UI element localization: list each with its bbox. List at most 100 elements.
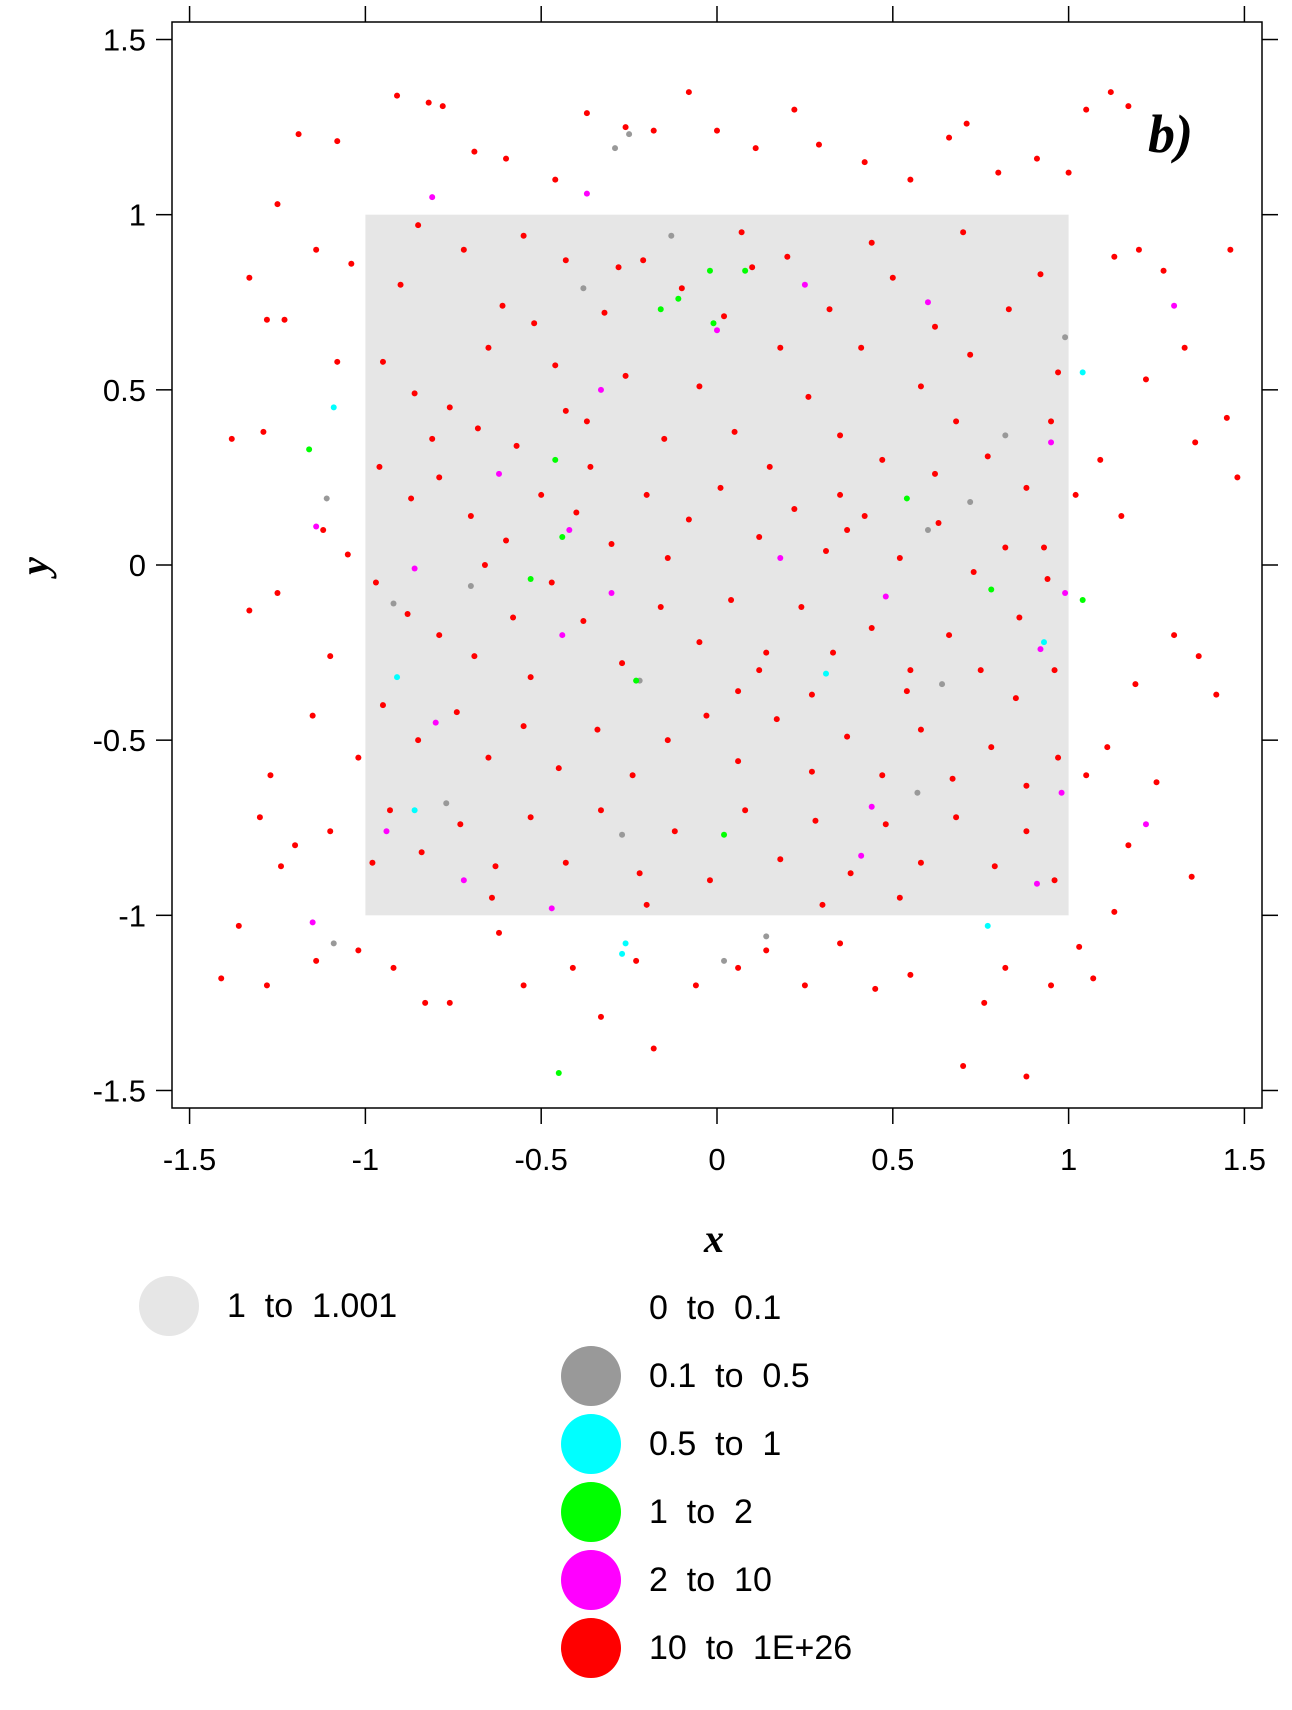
legend-item-5: 10 to 1E+26	[561, 1618, 852, 1678]
x-tick-label-4: 0.5	[871, 1142, 914, 1177]
point-s4-161	[696, 639, 703, 646]
point-s4-155	[471, 653, 478, 660]
point-s4-69	[1023, 1073, 1030, 1080]
point-s4-243	[837, 491, 844, 498]
point-s4-92	[1227, 246, 1234, 253]
point-s4-99	[640, 257, 647, 264]
point-s4-35	[320, 526, 327, 533]
point-s4-162	[728, 597, 735, 604]
point-s4-104	[826, 306, 833, 313]
point-s4-119	[622, 372, 629, 379]
legend-label-3: 1 to 2	[649, 1492, 753, 1531]
point-s4-22	[1033, 155, 1040, 162]
point-s4-235	[397, 281, 404, 288]
point-s4-168	[946, 632, 953, 639]
point-s4-123	[766, 463, 773, 470]
point-s4-216	[844, 526, 851, 533]
point-s4-115	[474, 425, 481, 432]
point-s3-24	[1033, 880, 1040, 887]
point-s4-192	[387, 807, 393, 814]
x-tick-label-6: 1.5	[1223, 1142, 1266, 1177]
point-s3-27	[608, 590, 615, 597]
point-s4-137	[538, 491, 545, 498]
point-s4-202	[742, 807, 749, 814]
point-s4-180	[664, 737, 671, 744]
legend-swatch-5	[561, 1618, 621, 1678]
point-s4-81	[1188, 873, 1195, 880]
point-s4-224	[488, 894, 495, 901]
point-s4-90	[1135, 246, 1142, 253]
point-s1-7	[823, 670, 829, 677]
point-s4-187	[917, 726, 924, 733]
point-s4-86	[1160, 267, 1167, 274]
y-tick-label-3: 0	[129, 548, 146, 583]
point-s4-118	[583, 418, 590, 425]
point-s4-78	[1171, 632, 1178, 639]
point-s4-236	[1041, 544, 1047, 551]
point-s4-83	[1223, 414, 1230, 421]
point-s3-5	[1171, 302, 1178, 309]
point-s4-188	[949, 775, 956, 782]
point-s4-10	[622, 124, 629, 131]
legend-item-0: 0 to 0.1	[561, 1278, 781, 1338]
point-s4-18	[907, 176, 914, 183]
point-s4-128	[953, 418, 960, 425]
point-s3-1	[583, 190, 590, 197]
point-s2-9	[903, 495, 910, 502]
point-s2-14	[988, 586, 995, 593]
point-s4-27	[246, 274, 253, 281]
point-s4-54	[520, 982, 527, 989]
point-s4-19	[946, 134, 953, 141]
point-s4-198	[597, 807, 604, 814]
legend-swatch-4	[561, 1550, 621, 1610]
point-s4-109	[1005, 306, 1012, 313]
point-s2-1	[552, 456, 559, 463]
point-s4-9	[583, 110, 590, 117]
point-s4-195	[492, 863, 499, 870]
point-s4-171	[1051, 667, 1058, 674]
point-s3-16	[432, 719, 439, 726]
point-s4-153	[404, 611, 411, 618]
point-s4-85	[1181, 344, 1188, 351]
panel-label: b)	[1148, 104, 1193, 164]
point-s1-2	[394, 674, 401, 681]
point-s4-140	[643, 491, 650, 498]
point-s4-143	[756, 533, 763, 540]
point-s4-53	[496, 929, 502, 936]
point-s2-11	[721, 831, 728, 838]
y-axis-title: y	[12, 557, 57, 579]
point-s4-145	[823, 547, 829, 554]
legend-item-region: 1 to 1.001	[139, 1276, 397, 1336]
y-tick-label-4: 0.5	[103, 373, 146, 408]
point-s4-57	[633, 957, 640, 964]
point-s2-8	[527, 576, 534, 583]
point-s4-44	[278, 863, 284, 870]
point-s0-4	[1002, 432, 1009, 439]
point-s4-114	[446, 404, 453, 411]
point-s0-2	[668, 232, 675, 239]
point-s3-14	[1037, 646, 1044, 653]
point-s4-146	[861, 512, 868, 519]
point-s4-229	[1083, 772, 1090, 779]
point-s4-2	[334, 138, 341, 145]
point-s4-70	[1048, 982, 1055, 989]
point-s1-0	[330, 404, 337, 411]
point-s4-96	[531, 320, 538, 327]
point-s4-97	[562, 257, 569, 264]
point-s4-141	[685, 516, 692, 523]
point-s4-184	[808, 768, 815, 775]
point-s3-7	[496, 470, 502, 477]
point-s4-122	[731, 428, 738, 435]
point-s2-6	[742, 267, 749, 274]
point-s1-8	[1041, 639, 1047, 646]
point-s4-182	[735, 758, 742, 765]
point-s4-226	[355, 754, 362, 761]
point-s4-185	[844, 733, 851, 740]
point-s4-160	[657, 604, 664, 611]
point-s3-17	[383, 828, 390, 835]
point-s3-26	[777, 554, 784, 561]
point-s4-183	[773, 716, 780, 723]
point-s4-196	[527, 814, 534, 821]
point-s4-15	[791, 106, 798, 113]
